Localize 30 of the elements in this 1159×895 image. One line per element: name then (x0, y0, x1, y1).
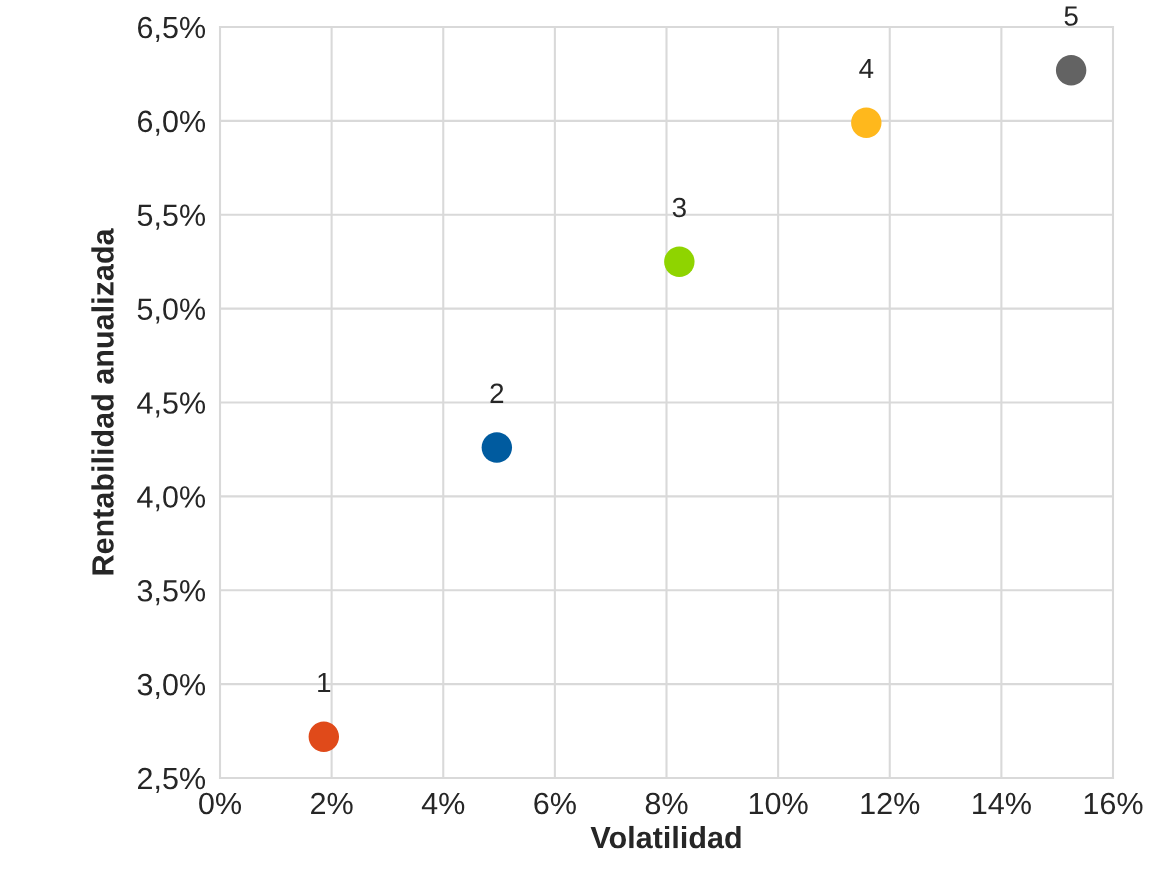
y-tick-label: 2,5% (138, 767, 206, 793)
point (851, 107, 882, 138)
y-tick-label: 5,0% (137, 298, 206, 324)
point (664, 246, 695, 277)
x-tick-label: 12% (861, 792, 920, 815)
x-tick-label: 2% (311, 792, 353, 815)
x-tick-label: 6% (534, 792, 576, 815)
y-tick-label: 5,5% (137, 204, 206, 230)
x-tick-label: 14% (973, 792, 1031, 815)
annotation: 3 (672, 197, 686, 218)
annotation: 4 (859, 58, 874, 79)
x-tick-label: 8% (645, 792, 688, 815)
point (481, 432, 513, 463)
point (308, 721, 340, 752)
y-tick-label: 3,5% (137, 579, 206, 606)
y-tick-label: 4,5% (137, 392, 206, 418)
point (1055, 54, 1087, 86)
x-tick-label: 16% (1084, 792, 1143, 815)
y-tick-label: 3,0% (137, 673, 206, 700)
annotation: 1 (318, 672, 331, 693)
x-tick-label: 10% (749, 792, 808, 815)
x-axis-title: Volatilidad (590, 825, 741, 849)
y-tick-label: 6,0% (138, 110, 206, 136)
y-tick-label: 6,5% (138, 16, 206, 42)
annotation: 5 (1064, 6, 1078, 26)
y-tick-label: 4,0% (137, 486, 206, 512)
x-tick-label: 4% (421, 792, 465, 815)
y-axis-title: Rentabilidad anualizada (91, 228, 114, 575)
x-tick-label: 0% (199, 792, 241, 815)
annotation: 2 (490, 383, 504, 403)
